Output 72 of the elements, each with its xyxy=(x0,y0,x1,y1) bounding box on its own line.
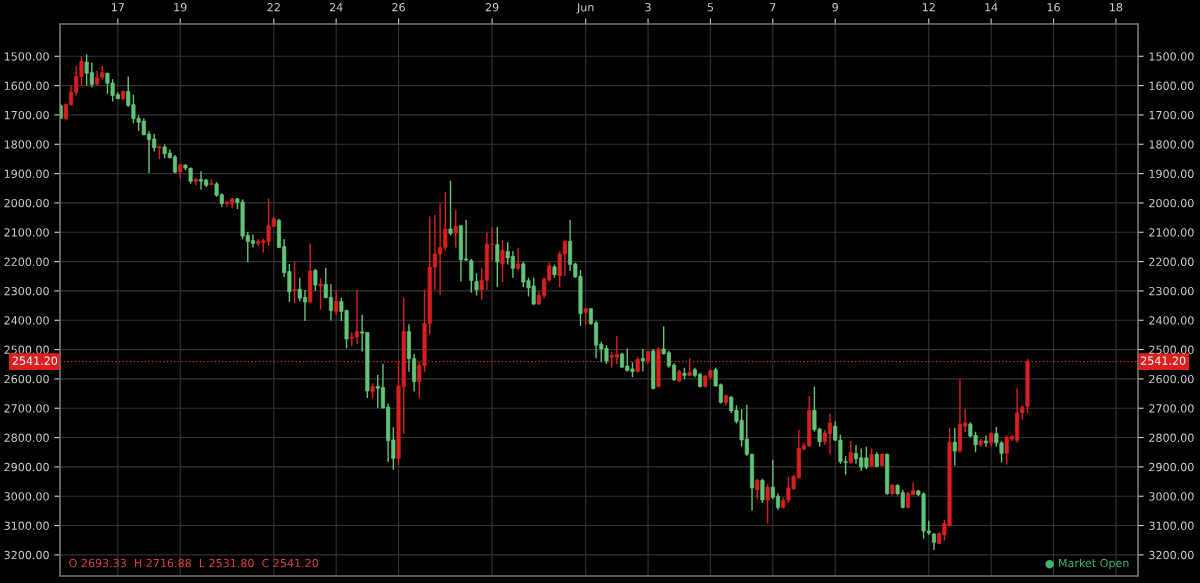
x-tick-label: 5 xyxy=(707,3,713,12)
candlestick xyxy=(318,277,323,311)
x-tick-label: 16 xyxy=(1047,3,1060,12)
x-tick-label: 26 xyxy=(392,3,405,12)
candlestick xyxy=(500,239,505,283)
x-tick-label: 14 xyxy=(985,3,998,12)
y-tick-label: 2200.00 xyxy=(4,257,49,266)
y2-tick-label: 2600.00 xyxy=(1149,374,1194,384)
y-tick-label: 3100.00 xyxy=(4,521,49,530)
y2-tick-label: 1500.00 xyxy=(1149,52,1194,61)
y-tick-label: 1500.00 xyxy=(4,52,49,61)
ref-line-label: 2541.20 xyxy=(12,356,58,365)
x-tick-label: 19 xyxy=(174,3,187,12)
candlestick xyxy=(313,268,318,292)
candlestick xyxy=(848,440,853,465)
annotation: O 2693.33 H 2716.88 L 2531.80 C 2541.20 xyxy=(69,558,319,568)
y-tick-label: 2500.00 xyxy=(4,345,49,354)
x-tick-label: 17 xyxy=(111,3,124,12)
y-tick-label: 2300.00 xyxy=(4,286,49,296)
y2-tick-label: 2900.00 xyxy=(1149,462,1194,472)
x-tick-label: 22 xyxy=(267,3,280,12)
y-tick-label: 2000.00 xyxy=(4,198,49,208)
y2-tick-label: 2500.00 xyxy=(1149,345,1194,354)
y2-tick-label: 2800.00 xyxy=(1149,433,1194,442)
y-tick-label: 2100.00 xyxy=(4,228,49,237)
y2-tick-label: 3100.00 xyxy=(1149,521,1194,530)
candlestick xyxy=(474,272,479,297)
x-tick-label: 12 xyxy=(922,3,935,12)
y2-tick-label: 2700.00 xyxy=(1149,404,1194,413)
candlestick xyxy=(952,427,957,467)
y-tick-label: 1600.00 xyxy=(4,81,49,90)
y-tick-label: 2800.00 xyxy=(4,433,49,442)
y-tick-label: 1800.00 xyxy=(4,140,49,149)
annotation: ● Market Open xyxy=(1045,558,1129,570)
candlestick xyxy=(453,209,458,249)
y2-tick-label: 2400.00 xyxy=(1149,316,1194,325)
y2-tick-label: 2100.00 xyxy=(1149,228,1194,237)
x-tick-label: 18 xyxy=(1110,3,1123,12)
candlestick xyxy=(983,434,988,448)
candlestick xyxy=(765,483,770,525)
y-tick-label: 2400.00 xyxy=(4,316,49,325)
y2-tick-label: 1800.00 xyxy=(1149,140,1194,149)
candlestick xyxy=(755,477,760,500)
y2-tick-label: 1700.00 xyxy=(1149,110,1194,120)
x-tick-label: 7 xyxy=(770,3,776,12)
x-tick-label: Jun xyxy=(576,3,594,14)
y-tick-label: 3200.00 xyxy=(4,550,49,560)
candlestick xyxy=(760,477,765,504)
y2-tick-label: 1900.00 xyxy=(1149,169,1194,178)
x-tick-label: 29 xyxy=(485,3,499,12)
x-tick-label: 9 xyxy=(832,3,838,12)
y-tick-label: 1700.00 xyxy=(4,110,49,120)
candlestick xyxy=(495,226,500,288)
candlestick xyxy=(640,348,645,373)
y-tick-label: 2700.00 xyxy=(4,404,49,413)
y2-tick-label: 2300.00 xyxy=(1149,286,1194,296)
y2-tick-label: 1600.00 xyxy=(1149,81,1194,90)
y-tick-label: 3000.00 xyxy=(4,492,49,501)
y-tick-label: 1900.00 xyxy=(4,169,49,178)
x-tick-label: 3 xyxy=(645,3,651,12)
y2-tick-label: 3000.00 xyxy=(1149,492,1194,501)
candlestick xyxy=(516,247,521,271)
candlestick xyxy=(334,289,339,316)
y-tick-label: 2600.00 xyxy=(4,374,49,384)
text: 2541.20 xyxy=(1140,356,1186,365)
y2-tick-label: 2200.00 xyxy=(1149,257,1194,266)
candlestick xyxy=(448,179,453,237)
y2-tick-label: 3200.00 xyxy=(1149,550,1194,560)
candlestick xyxy=(292,260,297,304)
y2-tick-label: 2000.00 xyxy=(1149,198,1194,208)
x-tick-label: 24 xyxy=(329,3,343,12)
y-tick-label: 2900.00 xyxy=(4,462,49,472)
